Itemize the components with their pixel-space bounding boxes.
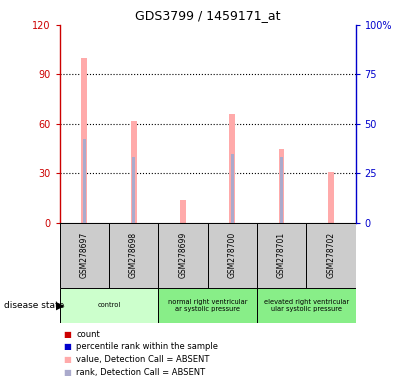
Text: count: count bbox=[76, 329, 100, 339]
Bar bbox=[60, 223, 109, 288]
Text: ■: ■ bbox=[64, 367, 72, 377]
Bar bbox=[257, 223, 306, 288]
Text: elevated right ventricular
ular systolic pressure: elevated right ventricular ular systolic… bbox=[263, 299, 349, 312]
Text: ■: ■ bbox=[64, 329, 72, 339]
Title: GDS3799 / 1459171_at: GDS3799 / 1459171_at bbox=[135, 9, 280, 22]
Text: GSM278699: GSM278699 bbox=[178, 232, 187, 278]
Text: ■: ■ bbox=[64, 355, 72, 364]
Bar bbox=[60, 288, 158, 323]
Text: value, Detection Call = ABSENT: value, Detection Call = ABSENT bbox=[76, 355, 210, 364]
Bar bbox=[208, 223, 257, 288]
Text: GSM278700: GSM278700 bbox=[228, 232, 237, 278]
Bar bbox=[306, 223, 356, 288]
Bar bbox=[328, 172, 334, 223]
Text: disease state: disease state bbox=[4, 301, 65, 310]
Bar bbox=[180, 200, 186, 223]
Bar bbox=[279, 149, 284, 223]
Bar bbox=[231, 154, 234, 223]
Text: GSM278697: GSM278697 bbox=[80, 232, 89, 278]
Bar bbox=[81, 58, 87, 223]
Text: rank, Detection Call = ABSENT: rank, Detection Call = ABSENT bbox=[76, 367, 205, 377]
Bar bbox=[229, 114, 235, 223]
Bar bbox=[280, 157, 283, 223]
Bar bbox=[158, 223, 208, 288]
Bar bbox=[158, 288, 257, 323]
Bar bbox=[83, 139, 86, 223]
Bar bbox=[132, 157, 135, 223]
Bar bbox=[257, 288, 356, 323]
Text: control: control bbox=[97, 302, 120, 308]
Text: percentile rank within the sample: percentile rank within the sample bbox=[76, 342, 218, 351]
Bar bbox=[109, 223, 158, 288]
Text: ■: ■ bbox=[64, 342, 72, 351]
Text: GSM278701: GSM278701 bbox=[277, 232, 286, 278]
Bar bbox=[131, 121, 136, 223]
Text: GSM278698: GSM278698 bbox=[129, 232, 138, 278]
Text: ▶: ▶ bbox=[55, 300, 64, 310]
Text: normal right ventricular
ar systolic pressure: normal right ventricular ar systolic pre… bbox=[168, 299, 247, 312]
Text: GSM278702: GSM278702 bbox=[326, 232, 335, 278]
